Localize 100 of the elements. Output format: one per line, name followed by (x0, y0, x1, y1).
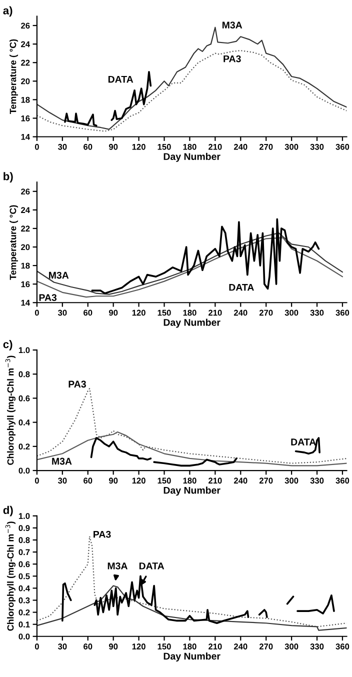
x-tick-label: 300 (284, 144, 298, 150)
x-tick-label: 120 (132, 144, 146, 150)
x-axis-title: Day Number (164, 652, 220, 662)
y-tick-label: 26 (21, 22, 30, 29)
series-label: PA3 (39, 294, 57, 302)
x-tick-label: 150 (158, 644, 171, 650)
y-tick-label: 14 (21, 300, 30, 306)
line-series (36, 388, 347, 464)
series-label: PA3 (224, 55, 241, 62)
x-axis-title: Day Number (164, 486, 220, 496)
x-tick-label: 240 (234, 644, 248, 650)
y-tick-label: 18 (21, 96, 30, 103)
line-series (36, 50, 347, 132)
series-label: DATA (139, 562, 164, 570)
x-tick-label: 90 (108, 644, 118, 650)
x-tick-label: 60 (84, 144, 92, 150)
x-tick-label: 30 (58, 478, 67, 484)
y-tick-label: 0.0 (18, 468, 30, 474)
y-tick-label: 0.7 (18, 549, 30, 556)
x-tick-label: 180 (183, 644, 196, 650)
x-tick-label: 360 (336, 310, 350, 316)
y-tick-label: 16 (21, 281, 30, 288)
x-tick-label: 210 (208, 144, 222, 150)
x-tick-label: 210 (208, 310, 222, 316)
y-tick-label: 0.8 (18, 371, 30, 378)
x-axis-title: Day Number (164, 318, 220, 328)
y-tick-label: 26 (21, 188, 30, 194)
x-tick-label: 360 (336, 644, 350, 650)
y-axis-title: Temperature ( °C) (10, 205, 18, 280)
y-tick-label: 0.3 (18, 597, 30, 604)
x-tick-label: 330 (310, 478, 324, 484)
chart-title: d) (3, 506, 13, 516)
x-tick-label: 60 (84, 478, 92, 484)
x-tick-label: 180 (183, 144, 196, 150)
y-tick-label: 0.8 (18, 537, 30, 544)
x-tick-label: 330 (310, 144, 324, 150)
y-tick-label: 0.4 (18, 420, 30, 426)
x-tick-label: 210 (208, 644, 222, 650)
y-tick-label: 24 (21, 207, 30, 213)
x-tick-label: 150 (158, 310, 171, 316)
y-tick-label: 0.1 (18, 622, 30, 628)
x-tick-label: 360 (336, 478, 350, 484)
x-tick-label: 90 (108, 310, 118, 316)
chart-title: c) (3, 340, 12, 350)
x-tick-label: 270 (259, 310, 273, 316)
x-tick-label: 210 (208, 478, 222, 484)
x-tick-label: 60 (84, 310, 92, 316)
x-tick-label: 270 (259, 478, 273, 484)
y-axis-title: Chlorophyll (mg-Chl m$^{−3}$) (5, 356, 16, 465)
y-tick-label: 16 (21, 115, 30, 122)
x-tick-label: 60 (84, 644, 92, 650)
chart-title: b) (4, 172, 13, 182)
series-label: DATA (229, 284, 254, 291)
y-tick-label: 0.6 (18, 561, 30, 568)
y-tick-label: 0.5 (18, 573, 30, 580)
x-tick-label: 30 (58, 644, 67, 650)
x-tick-label: 300 (284, 310, 298, 316)
x-tick-label: 120 (132, 644, 146, 650)
series-label: PA3 (94, 530, 111, 538)
y-tick-label: 14 (21, 134, 30, 140)
x-tick-label: 330 (310, 310, 324, 316)
x-tick-label: 150 (158, 144, 171, 150)
y-tick-label: 24 (21, 41, 30, 48)
y-tick-label: 20 (21, 78, 30, 84)
x-tick-label: 240 (234, 144, 248, 150)
series-label: DATA (291, 438, 316, 446)
x-tick-label: 30 (58, 144, 67, 150)
x-tick-label: 150 (158, 478, 171, 484)
x-axis-title: Day Number (164, 152, 220, 162)
x-tick-label: 120 (132, 478, 146, 484)
y-tick-label: 0.9 (18, 525, 30, 532)
x-tick-label: 0 (34, 144, 39, 150)
line-series (36, 26, 347, 130)
y-tick-label: 22 (21, 226, 30, 232)
x-tick-label: 270 (259, 144, 273, 150)
line-series (36, 585, 347, 631)
x-tick-label: 120 (132, 310, 146, 316)
x-tick-label: 0 (34, 310, 39, 316)
y-axis-title: Chlorophyll (mg-Chl m$^{−3}$) (5, 522, 16, 631)
series-label: M3A (222, 22, 242, 29)
chart-title: a) (3, 6, 12, 17)
x-tick-label: 300 (284, 478, 298, 484)
series-label: M3A (52, 458, 72, 465)
y-tick-label: 20 (21, 244, 30, 250)
y-tick-label: 0.4 (18, 585, 30, 592)
x-tick-label: 330 (310, 644, 324, 650)
x-tick-label: 180 (183, 478, 196, 484)
x-tick-label: 180 (183, 310, 196, 316)
x-tick-label: 30 (58, 310, 67, 316)
x-tick-label: 90 (108, 478, 118, 484)
series-label: PA3 (68, 380, 86, 388)
y-tick-label: 18 (21, 262, 30, 269)
x-tick-label: 0 (34, 478, 39, 484)
x-tick-label: 270 (259, 644, 273, 650)
x-tick-label: 90 (108, 144, 118, 150)
series-label: DATA (108, 76, 134, 83)
line-series (91, 218, 320, 294)
y-tick-label: 0.2 (18, 609, 30, 616)
x-tick-label: 300 (284, 644, 298, 650)
y-tick-label: 0.6 (18, 395, 30, 402)
